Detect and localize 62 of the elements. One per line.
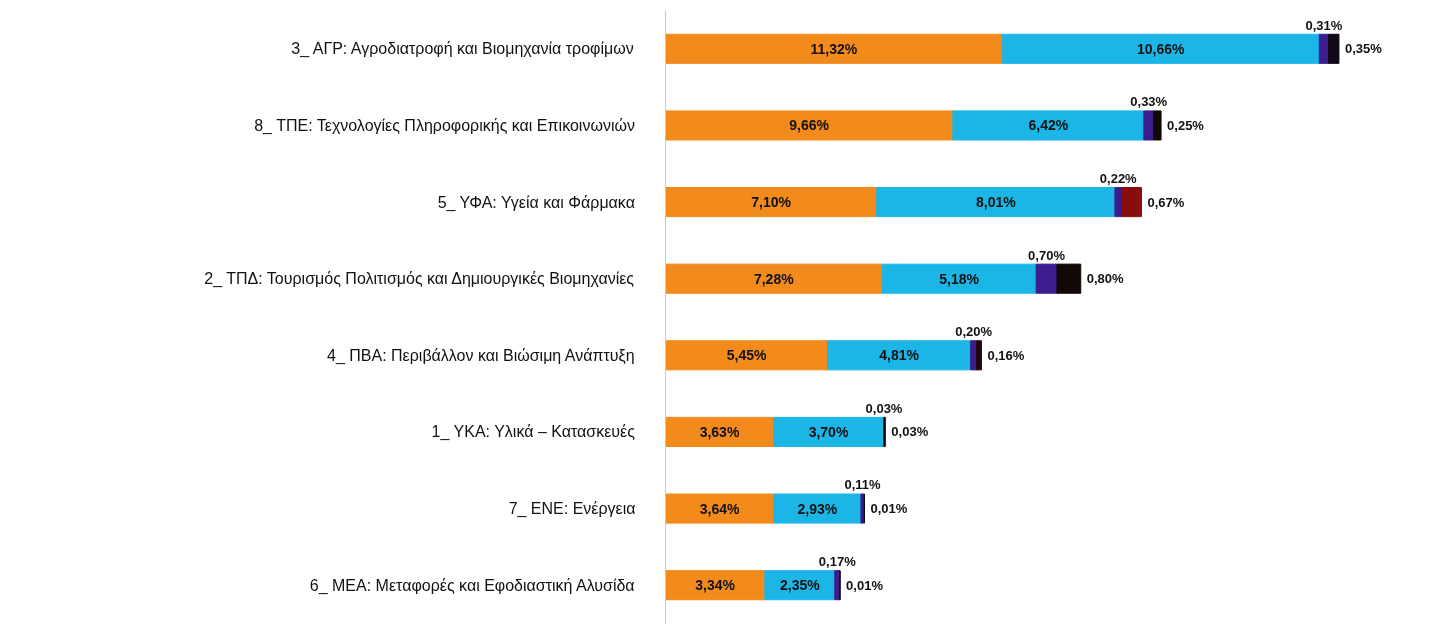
bar: [1001, 33, 1320, 64]
bar: [976, 340, 982, 371]
bar: [665, 416, 774, 447]
data-label: 0,25%: [1167, 117, 1205, 133]
y-tick-label: 7_ ΕΝΕ: Ενέργεια: [508, 500, 636, 519]
data-label: 0,80%: [1086, 271, 1125, 287]
bar: [665, 340, 829, 371]
data-label: 3,63%: [699, 423, 740, 440]
data-label: 0,01%: [846, 577, 884, 593]
data-label: 2,35%: [779, 577, 821, 594]
data-label: 7,10%: [751, 194, 792, 211]
bar: [1153, 110, 1162, 141]
data-label: 0,33%: [1130, 94, 1168, 110]
data-label: 0,67%: [1147, 194, 1185, 210]
y-tick-label: 3_ ΑΓΡ: Αγροδιατροφή και Βιομηχανία τροφίμων: [291, 40, 634, 59]
y-tick-label: 1_ ΥΚΑ: Υλικά – Κατασκευές: [431, 423, 636, 442]
bar: [1143, 110, 1155, 141]
bar: [665, 493, 775, 524]
data-label: 0,17%: [818, 554, 857, 570]
y-tick-label: 8_ ΤΠΕ: Τεχνολογίες Πληροφορικής και Επικοινωνιών: [254, 116, 635, 135]
data-label: 0,11%: [844, 477, 882, 493]
data-label: 10,66%: [1137, 40, 1186, 57]
data-label: 11,32%: [810, 40, 858, 57]
bar: [772, 416, 885, 447]
data-label: 5,45%: [726, 347, 767, 364]
bar: [665, 187, 878, 218]
bar: [827, 340, 972, 371]
bar: [876, 187, 1116, 218]
data-label: 0,20%: [955, 324, 993, 340]
data-label: 3,34%: [695, 577, 736, 594]
data-label: 0,03%: [891, 424, 929, 440]
data-label: 8,01%: [975, 194, 1017, 211]
data-label: 0,22%: [1099, 170, 1138, 186]
data-label: 0,16%: [987, 347, 1025, 363]
y-tick-label: 2_ ΤΠΔ: Τουρισμός Πολιτισμός και Δημιουργικές Βιομηχανίες: [204, 270, 635, 289]
data-label: 4,81%: [879, 347, 920, 364]
y-tick-label: 4_ ΠΒΑ: Περιβάλλον και Βιώσιμη Ανάπτυξη: [327, 346, 635, 365]
bar: [665, 263, 883, 294]
bar: [773, 493, 862, 524]
data-label: 0,35%: [1344, 41, 1383, 57]
data-label: 6,42%: [1028, 117, 1069, 134]
bar: [1056, 263, 1082, 294]
bar: [1114, 187, 1123, 218]
data-label: 0,70%: [1028, 247, 1066, 263]
bar: [1328, 33, 1340, 64]
data-label: 5,18%: [939, 270, 980, 287]
bar: [881, 263, 1037, 294]
data-label: 7,28%: [753, 270, 795, 287]
data-label: 3,64%: [699, 500, 741, 517]
data-label: 3,70%: [808, 423, 849, 440]
y-tick-label: 5_ ΥΦΑ: Υγεία και Φάρμακα: [437, 193, 635, 212]
y-tick-label: 6_ ΜΕΑ: Μεταφορές και Εφοδιαστική Αλυσίδα: [309, 576, 635, 595]
bar: [665, 110, 954, 141]
bar: [952, 110, 1145, 141]
data-label: 0,03%: [865, 400, 903, 416]
data-label: 9,66%: [789, 117, 830, 134]
data-label: 2,93%: [797, 500, 838, 517]
bar: [665, 33, 1003, 64]
data-label: 0,31%: [1305, 17, 1343, 33]
data-label: 0,01%: [870, 501, 908, 517]
bar: [1121, 187, 1142, 218]
bar: [1035, 263, 1058, 294]
